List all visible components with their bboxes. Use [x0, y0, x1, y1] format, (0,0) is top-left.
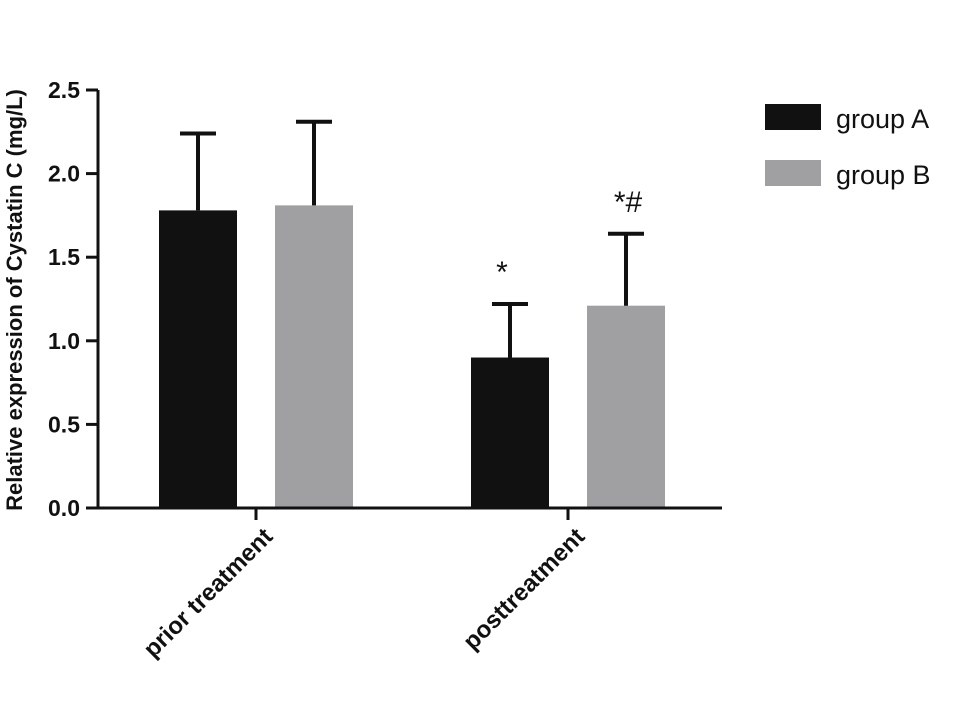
x-tick-label: posttreatment [458, 523, 590, 655]
y-tick-label: 2.0 [48, 161, 80, 187]
legend-label: group A [836, 104, 929, 134]
bar [275, 205, 353, 509]
legend-swatch [765, 104, 821, 130]
bar [587, 305, 665, 508]
y-tick-label: 0.5 [48, 411, 80, 437]
y-tick-label: 2.5 [48, 77, 80, 103]
x-tick-label: prior treatment [138, 523, 278, 663]
y-axis-label: Relative expression of Cystatin C (mg/L) [2, 89, 27, 511]
bar [471, 357, 549, 508]
plot-area: * *# [159, 119, 665, 509]
significance-annotation: *# [614, 186, 643, 219]
y-axis-ticks: 0.0 0.5 1.0 1.5 2.0 2.5 [48, 77, 98, 521]
y-tick-label: 1.5 [48, 244, 80, 270]
bar [159, 210, 237, 508]
legend-swatch [765, 160, 821, 186]
y-tick-label: 1.0 [48, 328, 80, 354]
legend: group A group B [765, 104, 931, 190]
x-axis-ticks: prior treatment posttreatment [138, 508, 590, 663]
significance-annotation: * [496, 256, 508, 289]
y-tick-label: 0.0 [48, 495, 80, 521]
legend-label: group B [836, 160, 931, 190]
